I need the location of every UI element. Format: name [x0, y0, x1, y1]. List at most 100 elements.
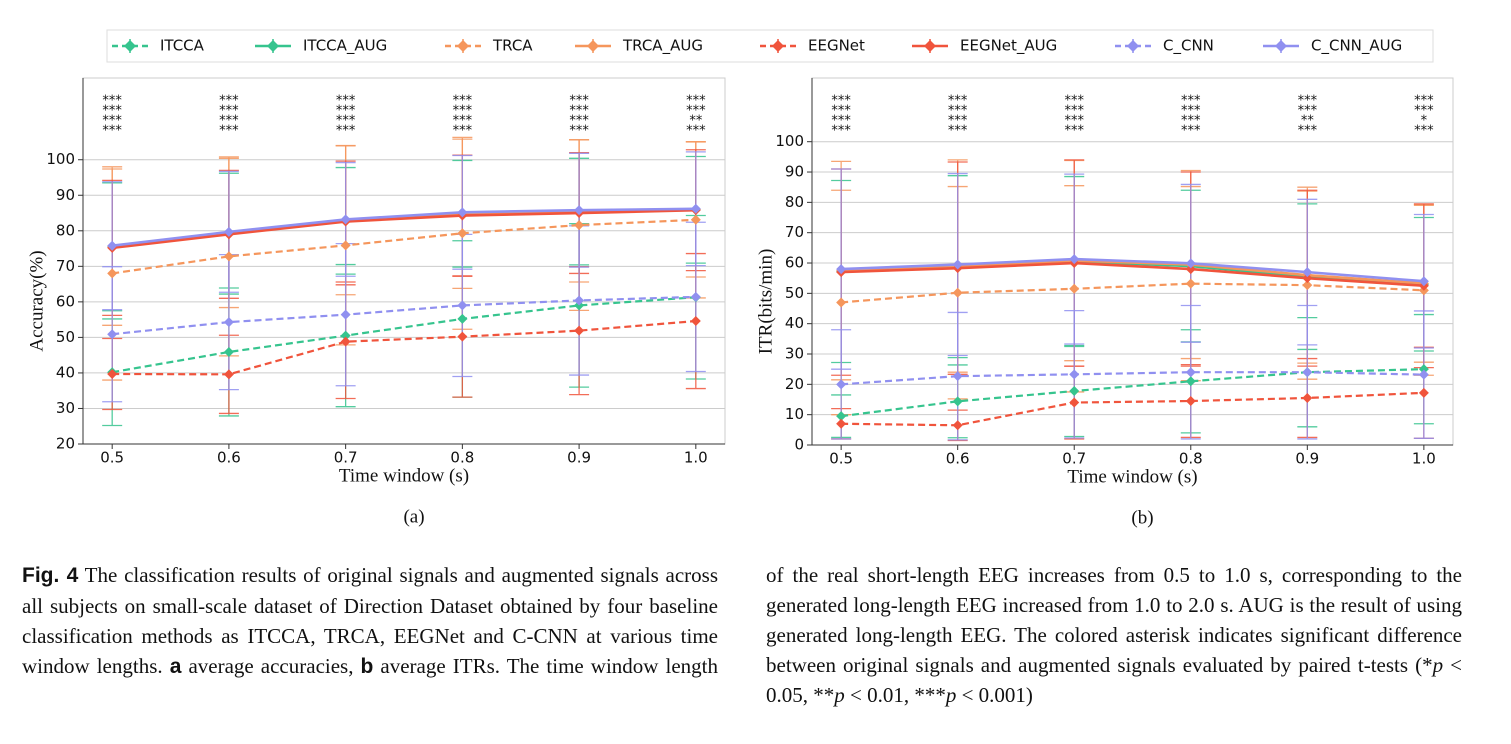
legend-label: EEGNet_AUG [960, 37, 1057, 56]
caption-run: p [834, 683, 845, 707]
y-tick-label: 60 [56, 292, 75, 310]
point-marker [223, 226, 234, 237]
point-marker [574, 205, 585, 216]
x-tick-label: 1.0 [1412, 450, 1436, 468]
significance-label: *** [102, 114, 122, 129]
legend-label: C_CNN_AUG [1311, 37, 1402, 56]
subplot-label: (b) [1131, 507, 1153, 528]
significance-label: *** [453, 94, 473, 109]
x-tick-label: 0.5 [100, 449, 124, 467]
significance-label: *** [1298, 124, 1318, 139]
y-tick-label: 0 [794, 436, 804, 454]
point-marker [340, 214, 351, 225]
significance-label: *** [1298, 94, 1318, 109]
point-marker [1185, 396, 1196, 407]
series-line [841, 282, 1424, 304]
caption-run: The classification results of original s… [22, 563, 718, 678]
point-marker [1302, 267, 1313, 278]
caption-run: a [169, 655, 182, 678]
significance-label: * [1421, 114, 1428, 129]
point-marker [107, 240, 118, 251]
point-marker [457, 300, 468, 311]
point-marker [1418, 276, 1429, 287]
significance-label: *** [948, 114, 968, 129]
point-marker [457, 331, 468, 342]
point-marker [340, 336, 351, 347]
point-marker [836, 379, 847, 390]
caption-run: < 0.01, *** [844, 683, 946, 707]
point-marker [952, 287, 963, 298]
significance-label: *** [686, 124, 706, 139]
caption-run: < 0.001) [956, 683, 1033, 707]
caption-run: < 0.05, ** [766, 653, 1462, 707]
point-marker [1069, 386, 1080, 397]
point-marker [1069, 369, 1080, 380]
x-tick-label: 0.6 [946, 450, 970, 468]
significance-label: *** [948, 124, 968, 139]
x-tick-label: 0.8 [450, 449, 474, 467]
legend-label: C_CNN [1163, 37, 1214, 56]
y-tick-label: 40 [56, 363, 75, 381]
y-tick-label: 100 [46, 150, 75, 168]
significance-label: *** [219, 104, 239, 119]
y-tick-label: 20 [785, 375, 804, 393]
point-marker [1185, 258, 1196, 269]
significance-label: *** [1064, 124, 1084, 139]
y-tick-label: 60 [785, 254, 804, 272]
x-axis-title: Time window (s) [1067, 466, 1197, 487]
significance-label: *** [831, 124, 851, 139]
point-marker [574, 325, 585, 336]
point-marker [574, 295, 585, 306]
significance-label: *** [336, 94, 356, 109]
x-tick-label: 0.5 [829, 450, 853, 468]
significance-label: *** [1181, 124, 1201, 139]
y-tick-label: 50 [785, 284, 804, 302]
significance-label: *** [1298, 104, 1318, 119]
point-marker [340, 330, 351, 341]
caption-run: b [360, 655, 374, 678]
legend-marker [267, 40, 279, 52]
series-line [112, 319, 696, 376]
x-tick-label: 0.7 [1062, 450, 1086, 468]
significance-label: *** [1064, 114, 1084, 129]
x-axis-title: Time window (s) [339, 465, 469, 486]
series-line [840, 368, 1424, 418]
y-tick-label: 80 [785, 193, 804, 211]
series-line [841, 371, 1424, 386]
significance-label: *** [1181, 104, 1201, 119]
point-marker [690, 316, 701, 327]
series-line [112, 218, 696, 275]
significance-label: *** [1414, 104, 1434, 119]
point-marker [1069, 397, 1080, 408]
point-marker [1069, 254, 1080, 265]
series-line [112, 295, 696, 336]
point-marker [952, 371, 963, 382]
point-marker [690, 214, 701, 225]
x-tick-label: 0.6 [217, 449, 241, 467]
x-tick-label: 0.8 [1179, 450, 1203, 468]
point-marker [1418, 387, 1429, 398]
significance-label: *** [1064, 104, 1084, 119]
point-marker [1185, 376, 1196, 387]
legend-label: TRCA_AUG [622, 37, 703, 56]
significance-label: *** [1414, 124, 1434, 139]
significance-label: *** [1064, 94, 1084, 109]
y-tick-label: 90 [56, 186, 75, 204]
point-marker [107, 329, 118, 340]
point-marker [952, 420, 963, 431]
significance-label: *** [453, 104, 473, 119]
point-marker [1302, 367, 1313, 378]
legend-label: ITCCA [160, 37, 205, 55]
significance-label: *** [569, 94, 589, 109]
significance-label: *** [453, 124, 473, 139]
significance-label: *** [336, 124, 356, 139]
significance-label: *** [219, 114, 239, 129]
point-marker [340, 309, 351, 320]
significance-label: *** [686, 94, 706, 109]
legend-marker [587, 40, 599, 52]
legend-marker [1127, 40, 1139, 52]
y-tick-label: 70 [56, 257, 75, 275]
caption-run: average ITRs. The time window length of … [373, 563, 1462, 678]
y-tick-label: 50 [56, 328, 75, 346]
point-marker [690, 203, 701, 214]
